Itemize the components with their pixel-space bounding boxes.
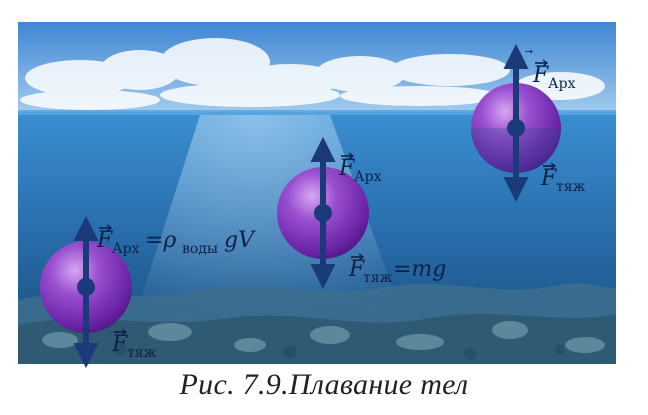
coral-reef (18, 283, 616, 364)
svg-text:=mg: =mg (393, 257, 446, 282)
svg-text:F: F (111, 332, 128, 357)
svg-text:тяж: тяж (127, 345, 157, 361)
svg-text:тяж: тяж (556, 179, 586, 195)
label-arch-floating: F ⃗ Арх (525, 49, 576, 92)
clouds (20, 38, 605, 110)
svg-text:Арх: Арх (548, 76, 576, 92)
svg-text:F: F (348, 257, 365, 282)
svg-text:F: F (532, 63, 549, 88)
svg-text:воды: воды (182, 241, 218, 257)
svg-text:F: F (540, 166, 557, 191)
label-arch-sinking: F Арх =ρ воды gV (96, 224, 256, 257)
body-sinking (40, 215, 132, 369)
svg-text:тяж: тяж (363, 270, 393, 286)
label-grav-sinking: F тяж (111, 328, 157, 361)
label-arch-suspended: F Арх (338, 152, 382, 185)
body-suspended (277, 136, 369, 290)
center-dot-sinking (77, 278, 95, 296)
center-dot-floating (507, 119, 525, 137)
label-grav-suspended: F тяж =mg (348, 253, 446, 286)
svg-text:Арх: Арх (112, 241, 140, 257)
label-grav-floating: F тяж (540, 162, 586, 195)
body-floating (471, 43, 561, 203)
svg-text:gV: gV (224, 228, 256, 253)
svg-text:F: F (338, 156, 355, 181)
water-surface-line (18, 110, 616, 115)
svg-text:=ρ: =ρ (145, 228, 176, 253)
svg-text:F: F (96, 228, 113, 253)
svg-text:Арх: Арх (354, 169, 382, 185)
figure-caption: Рис. 7.9.Плавание тел (179, 368, 469, 401)
center-dot-suspended (314, 204, 332, 222)
